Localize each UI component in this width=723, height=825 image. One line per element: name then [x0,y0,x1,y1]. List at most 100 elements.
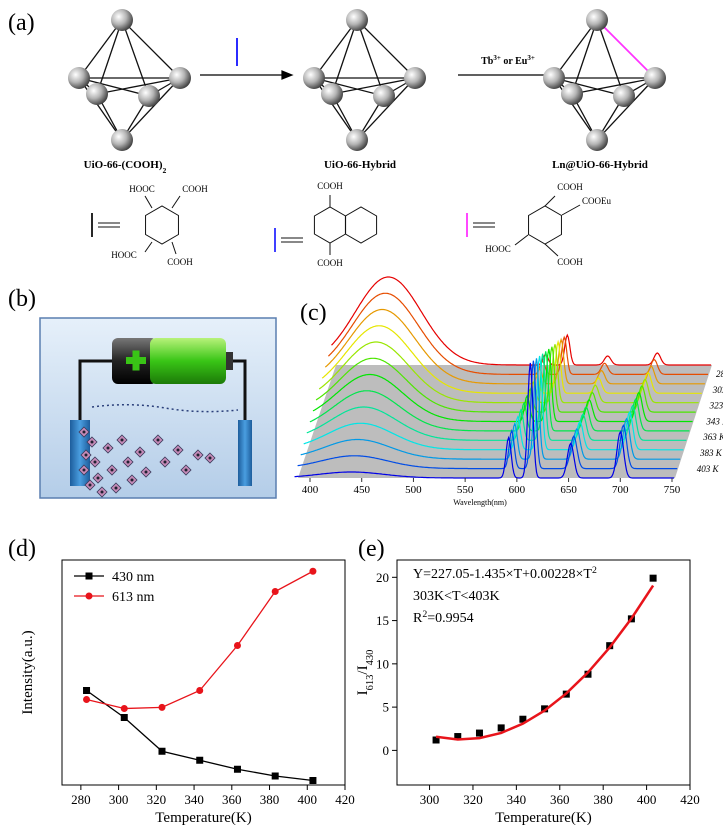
metal-node [68,67,90,89]
crystal-core [93,460,97,464]
metal-node [111,9,133,31]
substituent: COOH [317,181,343,191]
crystal-core [88,483,92,487]
x-tick-label: 400 [637,792,657,807]
x-tick-label: 550 [457,484,474,496]
y-axis-label: Intensity(a.u.) [20,630,36,714]
framework-edge [78,77,150,97]
x-tick-label: 380 [260,792,280,807]
annotation-part: R [413,611,423,626]
battery-charge [150,338,226,384]
panel-label: (c) [300,300,327,326]
data-point [497,724,505,732]
data-point [432,736,440,744]
x-tick-label: 320 [147,792,167,807]
x-axis-label: Temperature(K) [495,810,591,825]
data-point [83,696,91,703]
ring [145,205,179,245]
electrochem-cell [39,317,277,499]
crystal-core [84,453,88,457]
framework-name-part: 2 [162,166,166,175]
spectrum [300,358,681,460]
metal-node [644,67,666,89]
crystals [78,426,216,498]
metal-node [586,9,608,31]
framework-edge [96,19,123,95]
x-axis-label: Wavelength(nm) [453,498,507,507]
data-point [120,705,128,712]
x-tick-label: 360 [222,792,242,807]
framework-name-part: UiO-66-Hybrid [324,159,396,171]
x-tick-label: 280 [71,792,91,807]
legend-label: 613 nm [112,590,155,605]
y-axis-label-part: 430 [365,650,376,666]
y-axis-label-part: I [355,690,371,695]
x-tick-label: 360 [550,792,570,807]
crystal-core [114,486,118,490]
framework-edge [596,77,656,141]
temperature-label: 303 K [712,385,723,395]
framework-name: UiO-66-Hybrid [324,159,396,171]
spectrum [306,353,687,441]
framework-edge [121,19,150,97]
x-axis-label: Temperature(K) [155,810,251,825]
series-line [86,689,314,782]
framework-edge [121,19,181,79]
annotation: 303K<T<403K [413,589,500,604]
plot-frame [61,559,346,786]
crystal-core [110,468,114,472]
data-point [475,729,483,737]
framework-edge [553,77,625,97]
framework-edge [331,19,358,95]
data-point [309,567,317,575]
data-point [649,574,657,582]
arrowhead [281,70,294,80]
temperature-label: 343 K [705,416,723,426]
wire [233,359,247,420]
temperature-label: 283 K [716,369,723,379]
crystal-core [100,490,104,494]
framework-edge [553,19,598,79]
data-point [233,765,241,773]
crystal-core [96,476,100,480]
bond [544,195,556,207]
legend-label: 430 nm [112,570,155,585]
substituent: COOH [167,257,193,267]
ring [313,206,347,244]
framework-name-part: UiO-66-(COOH) [84,159,163,171]
data-point [233,642,241,649]
reagent-label-part: Tb [481,56,494,67]
metal-node [303,67,325,89]
spectrum [331,276,712,366]
plot-frame [396,559,691,786]
crystal-core [156,438,160,442]
data-point [196,687,204,694]
x-tick-label: 420 [680,792,700,807]
framework-edge [331,77,416,95]
data-point [83,687,91,694]
x-tick-label: 340 [184,792,204,807]
substituent: COOH [317,258,343,268]
metal-node [346,9,368,31]
annotation-part: 2 [592,565,597,576]
metal-node [111,129,133,151]
y-axis-label: I613/I430 [355,650,376,696]
framework-edge [313,77,385,97]
panel-label: (b) [8,286,36,312]
bond [144,241,153,253]
y-tick-label: 0 [383,743,390,758]
bond [171,195,181,209]
crystal-core [184,468,188,472]
spectrum [303,355,684,451]
data-point [519,715,527,723]
crystal-core [176,448,180,452]
substituent: COOEu [582,196,611,206]
data-point [120,714,128,721]
y-tick-label: 10 [376,656,389,671]
bond [561,204,581,216]
data-point [158,703,166,711]
temperature-label: 323 K [709,401,723,411]
y-tick-label: 20 [376,570,389,585]
data-point [541,705,549,713]
